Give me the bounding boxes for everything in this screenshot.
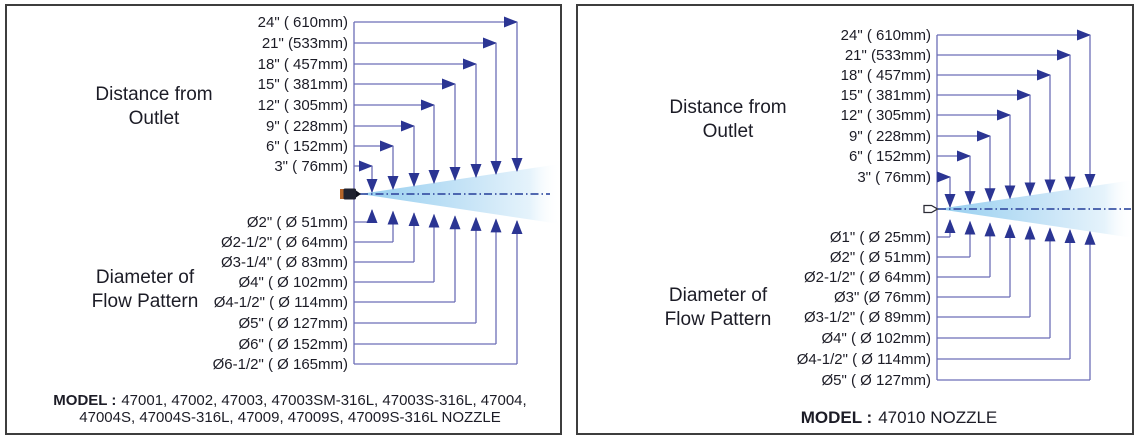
diameter-label: Ø4" ( Ø 102mm) (821, 330, 931, 347)
distance-heading: Outlet (129, 108, 180, 129)
diameter-heading: Diameter of (669, 285, 768, 306)
diameter-leader-lines (937, 219, 1096, 381)
diameter-label: Ø3-1/2" ( Ø 89mm) (804, 309, 931, 326)
distance-label: 9" ( 228mm) (849, 128, 931, 145)
flow-diagram-left: Distance from Outlet Diameter of Flow Pa… (53, 14, 560, 426)
distance-heading: Distance from (95, 84, 212, 105)
distance-label: 6" ( 152mm) (266, 138, 348, 155)
diameter-leader-lines (354, 209, 523, 365)
flow-diagram-right: Distance from Outlet Diameter of Flow Pa… (665, 27, 1132, 427)
distance-label: 6" ( 152mm) (849, 148, 931, 165)
model-line-1: MODEL : 47010 NOZZLE (801, 408, 998, 427)
diameter-heading: Flow Pattern (665, 309, 772, 330)
diameter-label: Ø2" ( Ø 51mm) (247, 214, 348, 231)
diameter-label: Ø6" ( Ø 152mm) (238, 336, 348, 353)
diameter-label: Ø5" ( Ø 127mm) (238, 315, 348, 332)
diameter-label: Ø4-1/2" ( Ø 114mm) (214, 294, 348, 311)
distance-label: 12" ( 305mm) (258, 97, 348, 114)
model-label: MODEL : (801, 408, 872, 427)
distance-label: 24" ( 610mm) (841, 27, 931, 44)
diameter-label: Ø4" ( Ø 102mm) (238, 274, 348, 291)
diameter-heading: Flow Pattern (92, 291, 199, 312)
diameter-label: Ø2-1/2" ( Ø 64mm) (804, 269, 931, 286)
panel-47010-nozzle: Distance from Outlet Diameter of Flow Pa… (576, 4, 1134, 435)
nozzle-icon (340, 188, 361, 200)
model-values: 47001, 47002, 47003, 47003SM-316L, 47003… (121, 392, 526, 409)
distance-label: 21" (533mm) (845, 47, 931, 64)
distance-label: 12" ( 305mm) (841, 107, 931, 124)
diameter-label: Ø1" ( Ø 25mm) (830, 229, 931, 246)
diameter-heading: Diameter of (96, 267, 195, 288)
nozzle-icon (923, 204, 939, 214)
model-values: 47010 NOZZLE (878, 408, 997, 427)
distance-label: 15" ( 381mm) (258, 76, 348, 93)
distance-label: 18" ( 457mm) (258, 56, 348, 73)
distance-heading: Outlet (703, 121, 754, 142)
model-label: MODEL : (53, 392, 116, 409)
distance-label: 24" ( 610mm) (258, 14, 348, 31)
panel-multi-model-nozzles: Distance from Outlet Diameter of Flow Pa… (5, 4, 562, 435)
diameter-label: Ø2" ( Ø 51mm) (830, 249, 931, 266)
distance-label: 3" ( 76mm) (857, 169, 931, 186)
model-line-2: 47004S, 47004S-316L, 47009, 47009S, 4700… (79, 409, 500, 426)
distance-leader-lines (354, 16, 523, 193)
distance-label: 9" ( 228mm) (266, 118, 348, 135)
distance-label: 18" ( 457mm) (841, 67, 931, 84)
distance-label: 21" (533mm) (262, 35, 348, 52)
distance-leader-lines (937, 29, 1096, 208)
diameter-label: Ø4-1/2" ( Ø 114mm) (797, 351, 931, 368)
diameter-label: Ø5" ( Ø 127mm) (821, 372, 931, 389)
distance-label: 3" ( 76mm) (274, 158, 348, 175)
diameter-label: Ø3-1/4" ( Ø 83mm) (221, 254, 348, 271)
distance-heading: Distance from (669, 97, 786, 118)
diameter-label: Ø3" (Ø 76mm) (834, 289, 931, 306)
distance-label: 15" ( 381mm) (841, 87, 931, 104)
model-line-1: MODEL : 47001, 47002, 47003, 47003SM-316L… (53, 392, 526, 409)
diameter-label: Ø6-1/2" ( Ø 165mm) (213, 356, 348, 373)
diameter-label: Ø2-1/2" ( Ø 64mm) (221, 234, 348, 251)
